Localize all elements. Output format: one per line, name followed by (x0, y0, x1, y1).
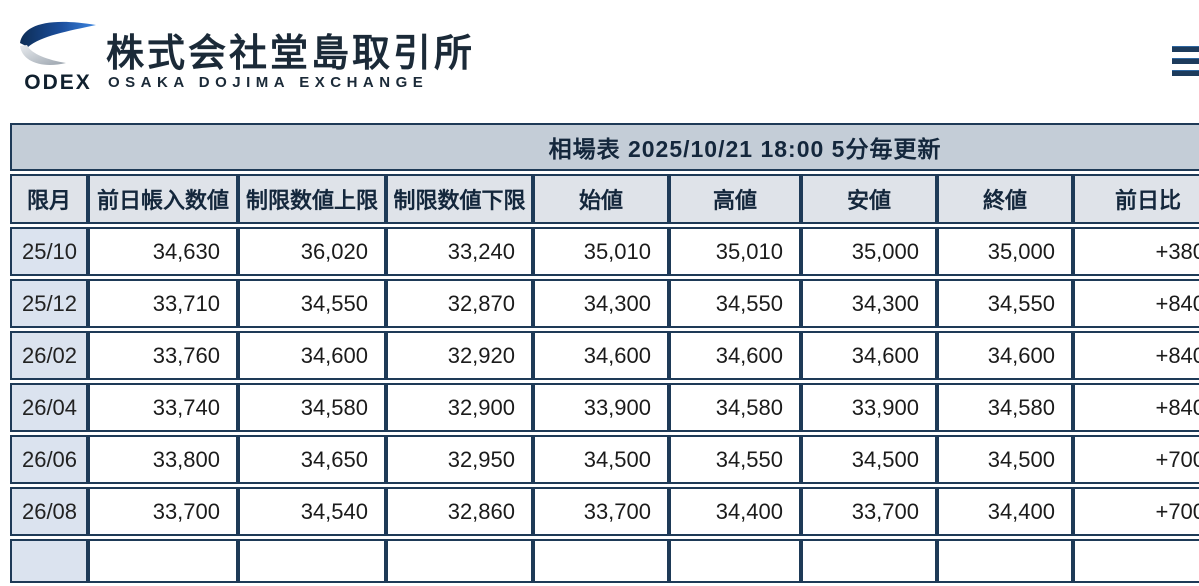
cell-limit-up: 34,600 (238, 331, 386, 380)
cell-prev-settle (88, 539, 238, 583)
cell-high: 34,550 (669, 435, 801, 484)
table-row: 26/04 33,740 34,580 32,900 33,900 34,580… (10, 383, 1199, 432)
cell-limit-down: 32,860 (386, 487, 533, 536)
table-row: 26/02 33,760 34,600 32,920 34,600 34,600… (10, 331, 1199, 380)
odex-swoosh-icon (20, 21, 96, 66)
cell-open (533, 539, 669, 583)
table-title: 相場表 2025/10/21 18:00 5分毎更新 (10, 123, 1199, 171)
cell-change: +840 (1073, 331, 1199, 380)
cell-close: 34,400 (937, 487, 1073, 536)
cell-open: 34,300 (533, 279, 669, 328)
hamburger-menu-icon[interactable] (1172, 46, 1199, 76)
cell-low: 34,600 (801, 331, 937, 380)
company-name-japanese: 株式会社堂島取引所 (106, 33, 476, 75)
cell-low: 33,700 (801, 487, 937, 536)
col-header-low: 安値 (801, 174, 937, 224)
cell-limit-up (238, 539, 386, 583)
cell-prev-settle: 34,630 (88, 227, 238, 276)
table-row-partial (10, 539, 1199, 583)
table-title-row: 相場表 2025/10/21 18:00 5分毎更新 (10, 123, 1199, 171)
cell-limit-down: 32,900 (386, 383, 533, 432)
col-header-open: 始値 (533, 174, 669, 224)
cell-prev-settle: 33,760 (88, 331, 238, 380)
cell-low: 35,000 (801, 227, 937, 276)
cell-change: +840 (1073, 279, 1199, 328)
hamburger-bar (1172, 70, 1199, 76)
cell-close: 35,000 (937, 227, 1073, 276)
cell-limit-down: 32,950 (386, 435, 533, 484)
cell-open: 34,500 (533, 435, 669, 484)
cell-month: 26/08 (10, 487, 88, 536)
cell-open: 33,900 (533, 383, 669, 432)
cell-prev-settle: 33,700 (88, 487, 238, 536)
cell-limit-up: 34,540 (238, 487, 386, 536)
cell-open: 33,700 (533, 487, 669, 536)
col-header-change: 前日比 (1073, 174, 1199, 224)
cell-high: 34,580 (669, 383, 801, 432)
company-name-english: OSAKA DOJIMA EXCHANGE (108, 74, 429, 91)
cell-close (937, 539, 1073, 583)
cell-low: 34,500 (801, 435, 937, 484)
col-header-month: 限月 (10, 174, 88, 224)
cell-open: 34,600 (533, 331, 669, 380)
cell-change: +700 (1073, 487, 1199, 536)
cell-open: 35,010 (533, 227, 669, 276)
table-row: 26/08 33,700 34,540 32,860 33,700 34,400… (10, 487, 1199, 536)
cell-low: 34,300 (801, 279, 937, 328)
cell-limit-up: 34,550 (238, 279, 386, 328)
cell-close: 34,500 (937, 435, 1073, 484)
col-header-limit-down: 制限数値下限 (386, 174, 533, 224)
cell-limit-up: 34,580 (238, 383, 386, 432)
cell-month: 26/04 (10, 383, 88, 432)
hamburger-bar (1172, 46, 1199, 52)
cell-prev-settle: 33,800 (88, 435, 238, 484)
cell-change: +840 (1073, 383, 1199, 432)
table-header-row: 限月 前日帳入数値 制限数値上限 制限数値下限 始値 高値 安値 終値 前日比 (10, 174, 1199, 224)
cell-limit-up: 34,650 (238, 435, 386, 484)
cell-high: 34,600 (669, 331, 801, 380)
cell-high (669, 539, 801, 583)
cell-high: 34,550 (669, 279, 801, 328)
cell-limit-up: 36,020 (238, 227, 386, 276)
cell-limit-down: 32,920 (386, 331, 533, 380)
cell-close: 34,550 (937, 279, 1073, 328)
cell-change: +700 (1073, 435, 1199, 484)
col-header-prev-settle: 前日帳入数値 (88, 174, 238, 224)
cell-limit-down: 32,870 (386, 279, 533, 328)
cell-month: 26/02 (10, 331, 88, 380)
col-header-limit-up: 制限数値上限 (238, 174, 386, 224)
hamburger-bar (1172, 58, 1199, 64)
cell-prev-settle: 33,740 (88, 383, 238, 432)
cell-month (10, 539, 88, 583)
cell-limit-down (386, 539, 533, 583)
cell-change (1073, 539, 1199, 583)
cell-close: 34,580 (937, 383, 1073, 432)
col-header-high: 高値 (669, 174, 801, 224)
table-row: 25/12 33,710 34,550 32,870 34,300 34,550… (10, 279, 1199, 328)
table-row: 25/10 34,630 36,020 33,240 35,010 35,010… (10, 227, 1199, 276)
col-header-close: 終値 (937, 174, 1073, 224)
cell-prev-settle: 33,710 (88, 279, 238, 328)
cell-close: 34,600 (937, 331, 1073, 380)
cell-low (801, 539, 937, 583)
table-row: 26/06 33,800 34,650 32,950 34,500 34,550… (10, 435, 1199, 484)
market-quote-table: 相場表 2025/10/21 18:00 5分毎更新 限月 前日帳入数値 制限数… (10, 120, 1199, 586)
logo-wordmark: ODEX (24, 71, 92, 94)
company-logo[interactable]: ODEX (12, 16, 104, 100)
cell-high: 35,010 (669, 227, 801, 276)
cell-change: +380 (1073, 227, 1199, 276)
cell-month: 25/12 (10, 279, 88, 328)
cell-high: 34,400 (669, 487, 801, 536)
cell-low: 33,900 (801, 383, 937, 432)
brand-bar: ODEX 株式会社堂島取引所 OSAKA DOJIMA EXCHANGE (0, 0, 1199, 112)
cell-month: 25/10 (10, 227, 88, 276)
cell-limit-down: 33,240 (386, 227, 533, 276)
cell-month: 26/06 (10, 435, 88, 484)
